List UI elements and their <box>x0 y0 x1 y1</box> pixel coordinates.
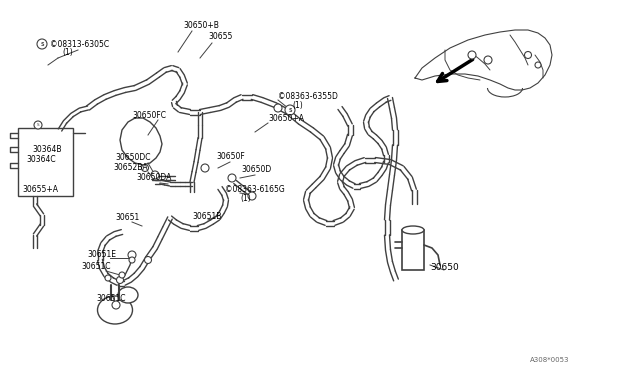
Bar <box>402 230 424 270</box>
Text: S: S <box>40 42 44 46</box>
Text: (1): (1) <box>292 101 303 110</box>
Circle shape <box>105 275 111 281</box>
Circle shape <box>112 301 120 309</box>
Circle shape <box>116 276 124 283</box>
Circle shape <box>484 56 492 64</box>
Bar <box>18 128 73 196</box>
Circle shape <box>535 62 541 68</box>
Text: S: S <box>288 108 292 112</box>
Text: 30650D: 30650D <box>241 165 271 174</box>
Text: 30650+B: 30650+B <box>183 21 219 30</box>
Circle shape <box>274 104 282 112</box>
Circle shape <box>151 171 159 179</box>
Circle shape <box>119 272 125 278</box>
Text: 30650+A: 30650+A <box>268 114 304 123</box>
Circle shape <box>34 121 42 129</box>
Circle shape <box>248 192 256 200</box>
Circle shape <box>228 174 236 182</box>
Text: 30655: 30655 <box>208 32 232 41</box>
Text: S: S <box>36 123 39 127</box>
Circle shape <box>128 251 136 259</box>
Text: 30652BA: 30652BA <box>113 163 148 172</box>
Text: 30651E: 30651E <box>87 250 116 259</box>
Text: 30650DA: 30650DA <box>136 173 172 182</box>
Text: ©08363-6355D: ©08363-6355D <box>278 92 338 101</box>
Text: ©08313-6305C: ©08313-6305C <box>50 40 109 49</box>
Text: A308*0053: A308*0053 <box>530 357 570 363</box>
Circle shape <box>285 105 295 115</box>
Circle shape <box>145 257 152 263</box>
Text: 30651C: 30651C <box>96 294 125 303</box>
Text: 30650: 30650 <box>430 263 459 272</box>
Circle shape <box>141 164 148 171</box>
Text: 30364B: 30364B <box>32 145 61 154</box>
Text: 30655+A: 30655+A <box>22 185 58 194</box>
Text: 30651B: 30651B <box>192 212 221 221</box>
Text: 30650DC: 30650DC <box>115 153 150 162</box>
Ellipse shape <box>97 296 132 324</box>
Circle shape <box>37 39 47 49</box>
Text: (1): (1) <box>62 48 73 57</box>
Text: 30651: 30651 <box>115 213 140 222</box>
Text: ©08363-6165G: ©08363-6165G <box>225 185 285 194</box>
Text: (1): (1) <box>240 194 251 203</box>
Ellipse shape <box>118 287 138 303</box>
Circle shape <box>468 51 476 59</box>
Text: 30650F: 30650F <box>216 152 244 161</box>
Circle shape <box>525 51 531 58</box>
Circle shape <box>129 257 135 263</box>
Ellipse shape <box>402 226 424 234</box>
Text: 30650FC: 30650FC <box>132 111 166 120</box>
Text: 30364C: 30364C <box>26 155 56 164</box>
Circle shape <box>201 164 209 172</box>
Text: 30651C: 30651C <box>81 262 111 271</box>
